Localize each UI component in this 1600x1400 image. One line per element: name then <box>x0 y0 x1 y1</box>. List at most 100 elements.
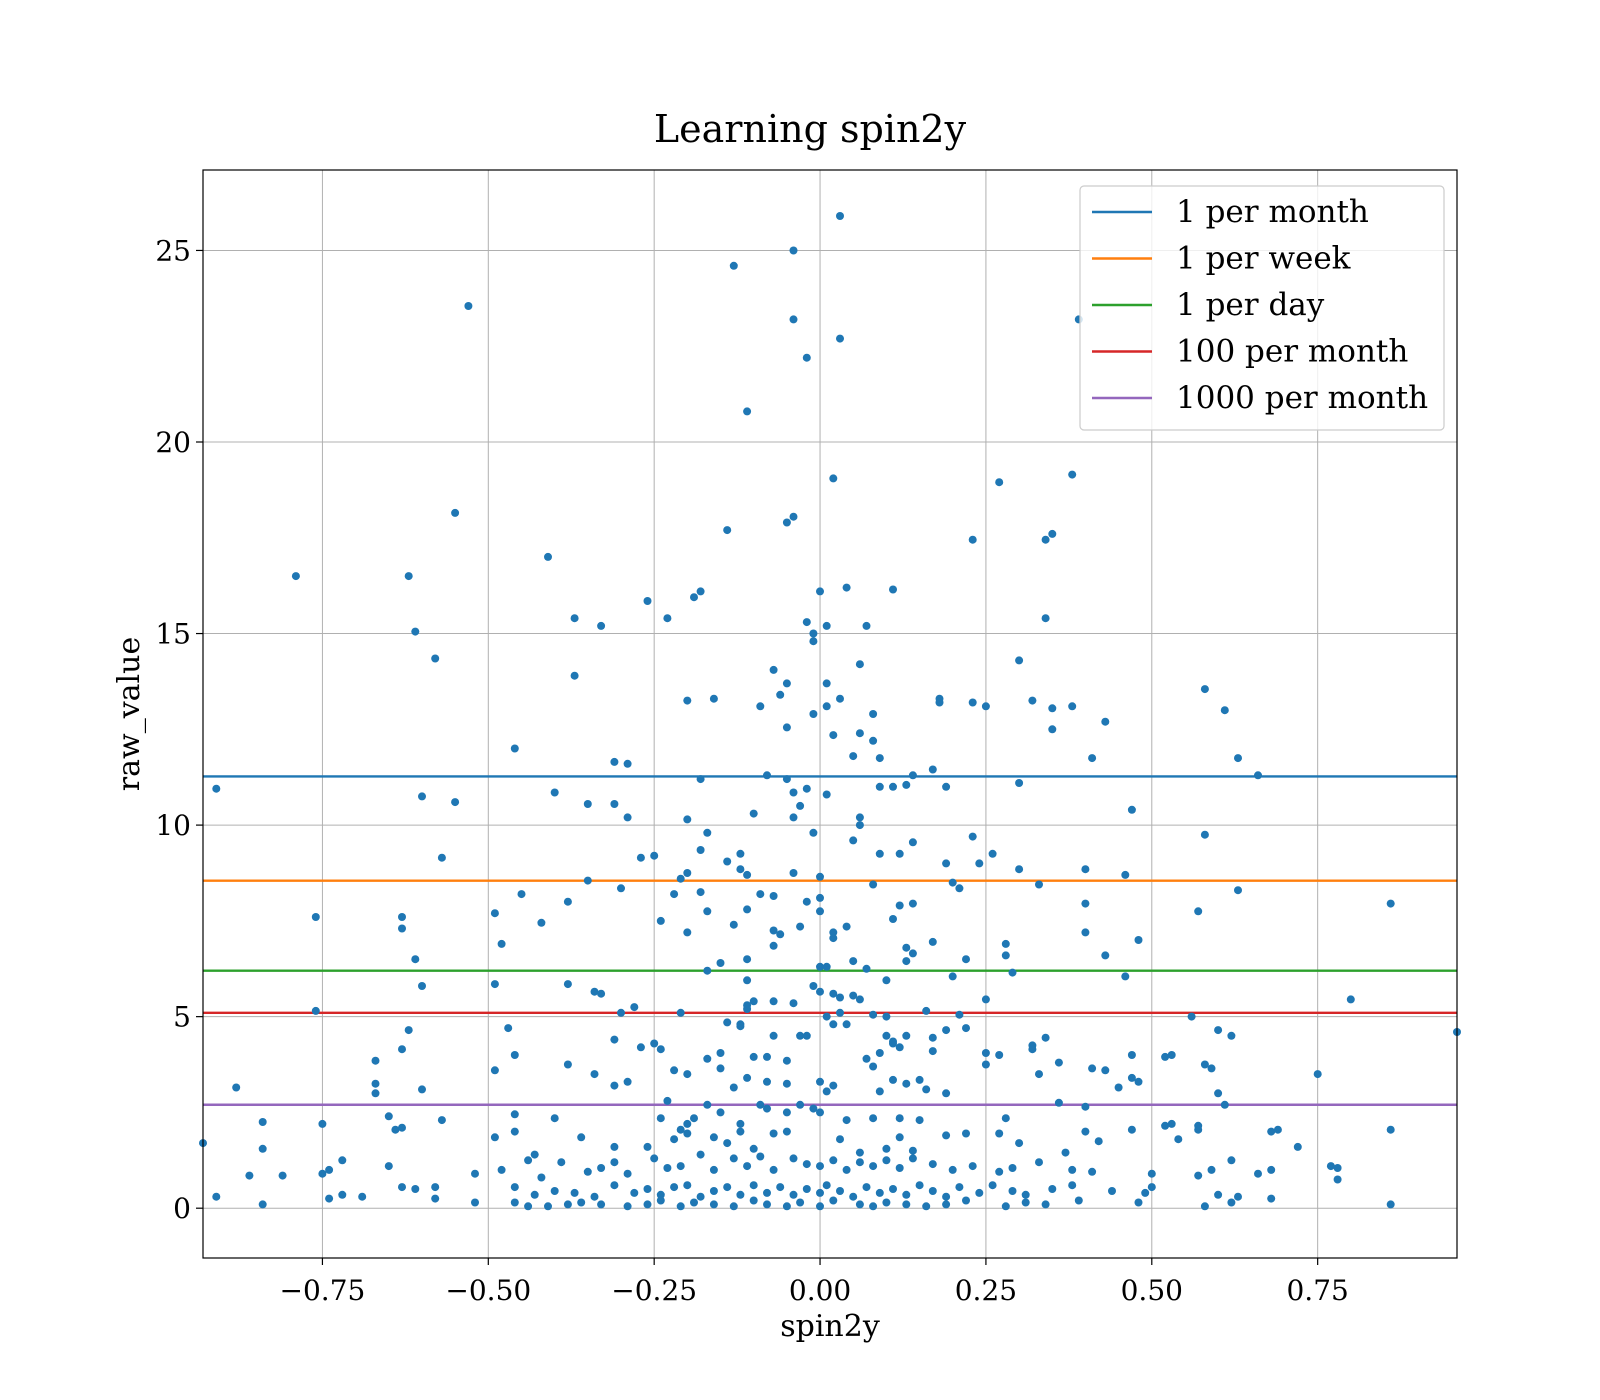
y-tick-label: 25 <box>155 234 191 267</box>
data-point <box>1147 1169 1156 1178</box>
data-point <box>829 1156 838 1165</box>
data-point <box>948 1165 957 1174</box>
data-point <box>670 1183 679 1192</box>
data-point <box>968 698 977 707</box>
data-point <box>1015 865 1024 874</box>
data-point <box>1021 1190 1030 1199</box>
data-point <box>855 1158 864 1167</box>
data-point <box>418 982 426 990</box>
data-point <box>763 1188 771 1197</box>
data-point <box>610 1035 619 1044</box>
data-point <box>617 884 625 893</box>
data-point <box>822 790 831 799</box>
data-point <box>981 1049 990 1057</box>
data-point <box>384 1162 393 1171</box>
data-point <box>1001 1114 1010 1123</box>
data-point <box>258 1118 267 1126</box>
data-point <box>809 637 818 646</box>
data-point <box>709 1133 718 1142</box>
data-point <box>1041 535 1050 544</box>
data-point <box>683 869 692 877</box>
data-point <box>1161 1052 1170 1061</box>
data-point <box>723 1018 732 1027</box>
data-point <box>882 976 891 985</box>
y-tick-label: 10 <box>155 809 191 842</box>
data-point <box>842 1116 851 1125</box>
data-point <box>550 788 559 797</box>
data-point <box>709 1200 718 1209</box>
data-point <box>1386 1125 1395 1134</box>
data-point <box>736 1022 745 1031</box>
data-point <box>981 995 990 1004</box>
data-point <box>802 1160 811 1169</box>
data-point <box>789 1154 798 1163</box>
data-point <box>802 784 811 793</box>
data-point <box>716 1064 725 1073</box>
data-point <box>882 1156 891 1165</box>
data-point <box>1254 771 1262 780</box>
data-point <box>318 1119 327 1128</box>
data-point <box>676 1008 685 1017</box>
data-point <box>743 905 752 914</box>
scatter-points <box>199 212 1461 1211</box>
data-point <box>908 899 917 908</box>
data-point <box>822 621 831 630</box>
data-point <box>597 1200 606 1209</box>
data-point <box>776 1183 785 1192</box>
plot-frame <box>202 169 1458 1259</box>
data-point <box>636 1043 645 1052</box>
data-point <box>1194 1121 1203 1130</box>
data-point <box>895 901 904 910</box>
data-point <box>736 1127 745 1136</box>
data-point <box>716 1108 725 1117</box>
data-point <box>636 853 645 862</box>
legend-box <box>1079 185 1445 431</box>
data-point <box>1333 1175 1342 1184</box>
data-point <box>743 1073 752 1082</box>
data-point <box>1108 1187 1116 1195</box>
data-point <box>1048 1185 1057 1193</box>
data-point <box>869 1114 878 1123</box>
data-point <box>517 890 526 899</box>
data-point <box>895 1043 904 1052</box>
data-point <box>749 1052 758 1061</box>
data-point <box>855 1200 864 1209</box>
data-point <box>1227 1198 1236 1207</box>
data-point <box>683 1119 692 1128</box>
data-point <box>723 526 732 535</box>
x-tick-label: 0.50 <box>1121 1274 1183 1307</box>
data-point <box>1035 1070 1043 1079</box>
y-axis-label: raw_value <box>112 637 147 791</box>
data-point <box>749 997 758 1006</box>
data-point <box>1207 1165 1216 1174</box>
data-point <box>1035 880 1043 889</box>
data-point <box>948 878 957 887</box>
data-point <box>955 1010 964 1019</box>
data-point <box>995 1051 1004 1059</box>
data-point <box>1088 1064 1097 1073</box>
data-point <box>1074 1196 1083 1205</box>
data-point <box>849 1192 858 1201</box>
data-point <box>1234 754 1242 763</box>
data-point <box>690 1198 698 1207</box>
data-point <box>643 597 652 605</box>
data-point <box>756 890 765 899</box>
y-tick-label: 15 <box>155 618 191 651</box>
data-point <box>570 614 579 623</box>
data-point <box>258 1200 267 1209</box>
data-point <box>855 729 864 738</box>
data-point <box>1134 936 1143 944</box>
data-point <box>1134 1077 1143 1086</box>
data-point <box>743 1162 752 1171</box>
data-point <box>709 694 718 703</box>
data-point <box>869 710 878 718</box>
data-point <box>902 1031 911 1040</box>
data-point <box>656 1190 665 1199</box>
data-point <box>875 1188 884 1197</box>
data-point <box>1008 968 1017 977</box>
data-point <box>822 1087 831 1096</box>
data-point <box>855 821 864 830</box>
data-point <box>942 1192 951 1201</box>
data-point <box>922 1085 931 1094</box>
